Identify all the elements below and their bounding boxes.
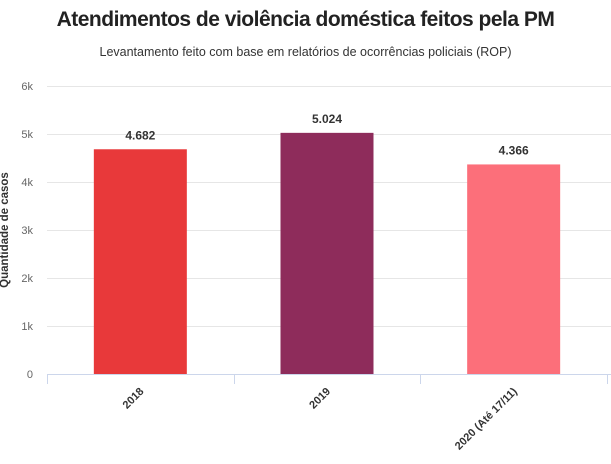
data-label: 4.682 xyxy=(125,128,155,142)
bar[interactable] xyxy=(467,164,561,374)
y-tick-label: 5k xyxy=(21,129,33,141)
chart-subtitle: Levantamento feito com base em relatório… xyxy=(99,45,512,59)
data-label: 5.024 xyxy=(312,112,342,126)
data-label: 4.366 xyxy=(499,143,529,157)
chart-title: Atendimentos de violência doméstica feit… xyxy=(56,8,555,31)
y-tick-label: 3k xyxy=(21,225,33,237)
bar[interactable] xyxy=(93,149,187,374)
y-axis-ticks: 0 1k 2k 3k 4k 5k 6k xyxy=(21,81,33,381)
x-tick-label: 2020 (Até 17/11) xyxy=(453,385,520,452)
y-axis-title: Quantidade de casos xyxy=(0,172,11,288)
x-axis: 2018 2019 2020 (Até 17/11) xyxy=(47,374,611,453)
bars: 4.682 5.024 4.366 xyxy=(93,112,561,374)
y-tick-label: 2k xyxy=(21,273,33,285)
y-tick-label: 4k xyxy=(21,177,33,189)
x-tick-label: 2018 xyxy=(121,386,147,412)
x-tick-label: 2019 xyxy=(307,386,333,412)
y-tick-label: 6k xyxy=(21,81,33,93)
y-tick-label: 1k xyxy=(21,321,33,333)
bar[interactable] xyxy=(280,132,374,374)
y-tick-label: 0 xyxy=(27,369,33,381)
